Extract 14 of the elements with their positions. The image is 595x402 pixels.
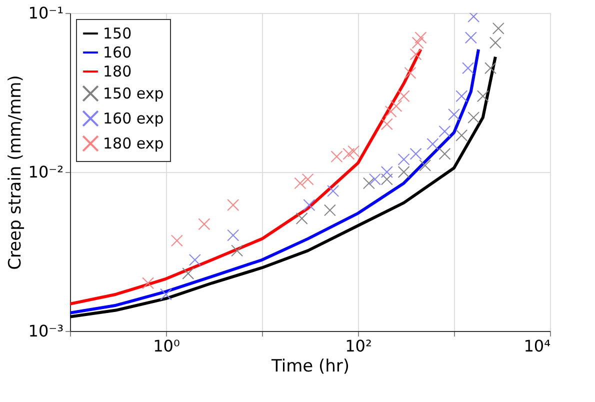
legend-label: 160 [103, 44, 132, 62]
legend-label: 180 [103, 62, 132, 80]
legend-label: 150 [103, 24, 132, 42]
x-axis-title: Time (hr) [270, 356, 350, 376]
x-tick-label: 10⁰ [153, 336, 180, 356]
y-axis-title: Creep strain (mm/mm) [5, 75, 26, 270]
y-tick-label: 10⁻³ [28, 322, 64, 340]
x-tick-label: 10⁴ [524, 336, 550, 356]
legend-label: 160 exp [103, 110, 164, 128]
legend-label: 150 exp [103, 84, 164, 102]
x-tick-label: 10² [345, 336, 372, 356]
y-tick-label: 10⁻¹ [28, 4, 64, 22]
legend-label: 180 exp [103, 134, 164, 152]
y-tick-label: 10⁻² [28, 162, 64, 182]
